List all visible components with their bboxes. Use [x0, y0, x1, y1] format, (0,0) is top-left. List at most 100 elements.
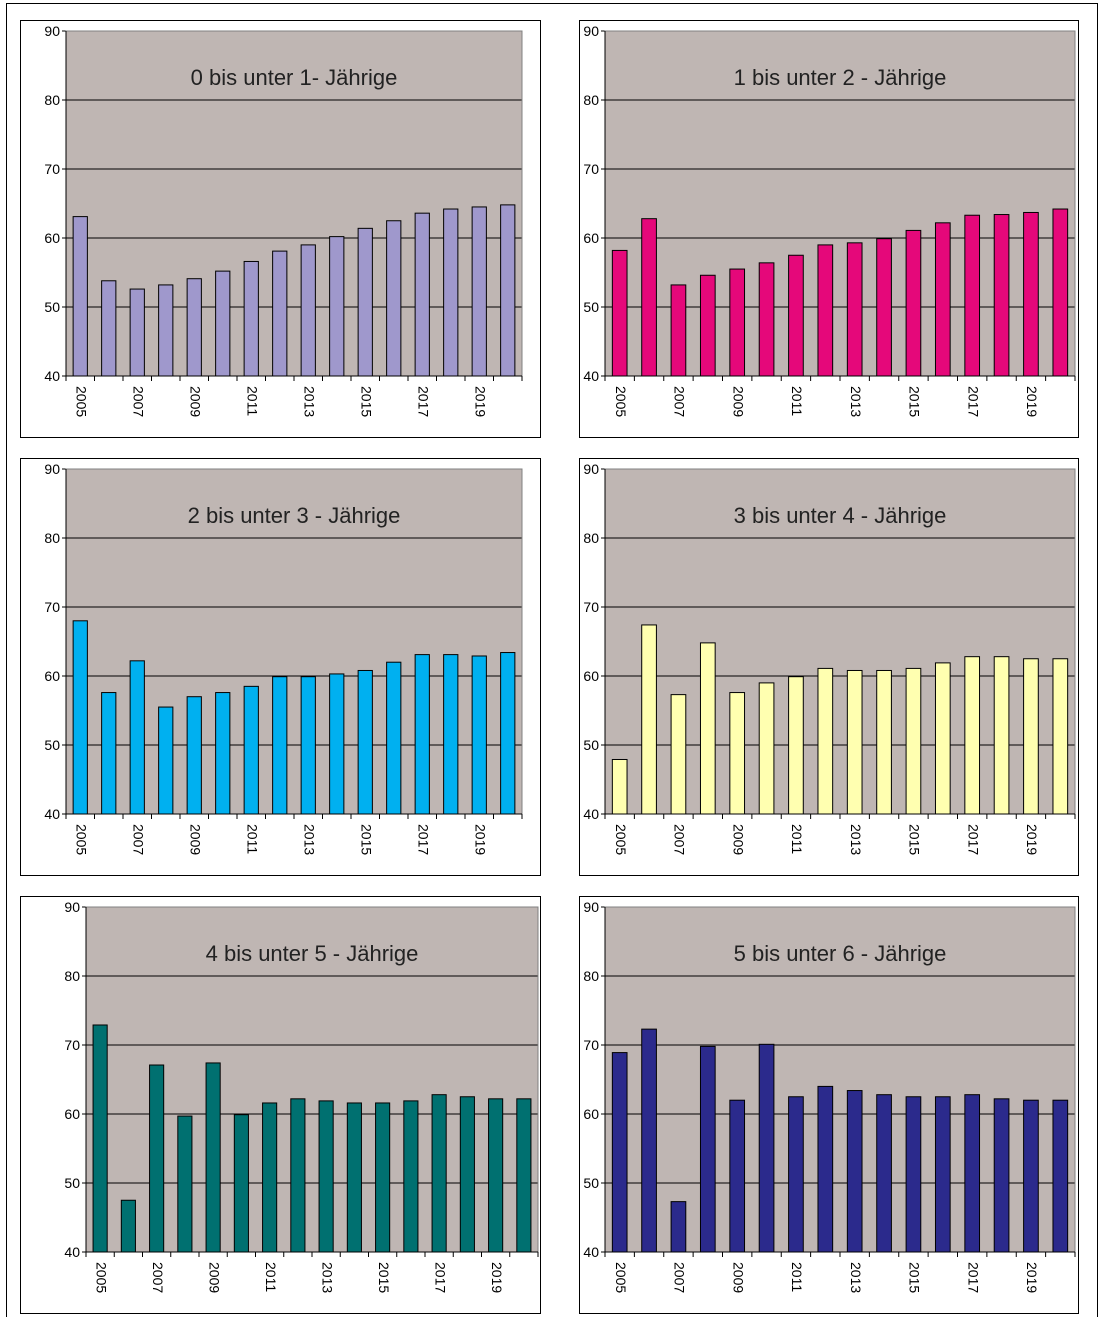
bar [641, 624, 657, 815]
y-tick-label: 40 [44, 368, 60, 384]
bar [1023, 1099, 1039, 1253]
x-tick-label: 2015 [907, 1262, 923, 1293]
bar [934, 662, 951, 815]
bar [329, 236, 345, 377]
bar [129, 288, 145, 377]
bar [272, 676, 288, 815]
bar [788, 676, 804, 815]
bar [817, 244, 834, 377]
bar [186, 696, 202, 815]
bar [243, 260, 259, 377]
x-tick-label: 2007 [672, 386, 688, 417]
y-tick-label: 60 [44, 230, 60, 246]
chart-title: 3 bis unter 4 - Jährige [734, 503, 947, 528]
bar [357, 669, 373, 815]
x-tick-label: 2011 [263, 1262, 279, 1292]
bar [443, 654, 459, 815]
x-tick-label: 2011 [245, 386, 261, 416]
y-tick-label: 60 [44, 668, 60, 684]
bar [414, 212, 430, 377]
y-tick-label: 40 [583, 1244, 599, 1260]
y-tick-label: 90 [44, 23, 60, 39]
x-tick-label: 2007 [672, 1262, 688, 1293]
bar [300, 244, 316, 377]
y-tick-label: 40 [583, 806, 599, 822]
bar [101, 280, 117, 377]
x-tick-label: 2017 [416, 386, 432, 417]
bar [964, 656, 981, 815]
bar [788, 1096, 804, 1253]
x-tick-label: 2017 [965, 1262, 981, 1293]
bar [233, 1114, 249, 1253]
bar [905, 229, 922, 377]
bar [414, 654, 430, 815]
x-tick-label: 2017 [416, 824, 432, 855]
x-tick-label: 2009 [730, 386, 746, 417]
bar [92, 1024, 108, 1253]
bar [699, 1045, 716, 1253]
bar [964, 1094, 981, 1253]
bar [670, 284, 687, 377]
bar [1052, 1099, 1069, 1253]
chart-svg: 40 50 60 70 80 90 2005 2007 2009 2011 2013 2015 2017… [44, 23, 523, 417]
chart-title: 2 bis unter 3 - Jährige [188, 503, 401, 528]
x-tick-label: 2019 [489, 1262, 505, 1293]
x-tick-label: 2011 [789, 1262, 805, 1292]
y-tick-label: 60 [64, 1106, 80, 1122]
bar [72, 620, 88, 815]
bar [290, 1098, 306, 1253]
x-tick-label: 2017 [965, 386, 981, 417]
x-tick-label: 2011 [789, 386, 805, 416]
bar [729, 692, 746, 815]
y-tick-label: 70 [44, 161, 60, 177]
bar [817, 1085, 834, 1253]
bar [500, 652, 516, 815]
y-tick-label: 70 [64, 1037, 80, 1053]
bar [1052, 658, 1069, 815]
bar [318, 1100, 334, 1253]
x-tick-label: 2015 [359, 824, 375, 855]
x-tick-label: 2005 [613, 1262, 629, 1293]
x-tick-label: 2009 [730, 824, 746, 855]
bar [876, 669, 892, 815]
x-tick-label: 2013 [848, 386, 864, 417]
x-tick-label: 2019 [473, 824, 489, 855]
bar [403, 1100, 419, 1253]
y-tick-label: 80 [44, 530, 60, 546]
y-tick-label: 50 [583, 1175, 599, 1191]
y-tick-label: 70 [44, 599, 60, 615]
chart-title: 4 bis unter 5 - Jährige [206, 941, 419, 966]
x-tick-label: 2009 [188, 386, 204, 417]
bar [459, 1096, 475, 1253]
y-tick-label: 90 [583, 899, 599, 915]
bar [1023, 211, 1039, 377]
chart-title: 1 bis unter 2 - Jährige [734, 65, 947, 90]
bar [993, 1098, 1010, 1253]
x-tick-label: 2009 [206, 1262, 222, 1293]
bar [386, 661, 402, 815]
bar [500, 204, 516, 377]
bar [186, 278, 202, 377]
y-tick-label: 50 [64, 1175, 80, 1191]
chart-age-2-3: 40 50 60 70 80 90 2005 2007 2009 2011 2013 2015 2017… [20, 458, 541, 876]
chart-svg: 40 50 60 70 80 90 2005 2007 2009 2011 2013 2015 2017… [583, 23, 1076, 417]
y-tick-label: 50 [583, 737, 599, 753]
bar [375, 1102, 391, 1253]
x-tick-label: 2015 [907, 386, 923, 417]
bar [993, 656, 1010, 815]
x-tick-label: 2019 [1024, 386, 1040, 417]
chart-age-4-5: 40 50 60 70 80 90 2005 2007 2009 2011 2013 2015 2017… [20, 896, 541, 1314]
y-tick-label: 60 [583, 1106, 599, 1122]
bar [611, 249, 628, 377]
y-tick-label: 80 [64, 968, 80, 984]
y-tick-label: 60 [583, 230, 599, 246]
x-tick-label: 2007 [131, 824, 147, 855]
bar [699, 274, 716, 377]
x-tick-label: 2013 [302, 824, 318, 855]
bar [641, 1028, 657, 1253]
bar [158, 706, 174, 815]
bar [215, 270, 231, 377]
bar [386, 220, 402, 377]
chart-svg: 40 50 60 70 80 90 2005 2007 2009 2011 2013 2015 2017… [44, 461, 523, 855]
x-tick-label: 2007 [131, 386, 147, 417]
